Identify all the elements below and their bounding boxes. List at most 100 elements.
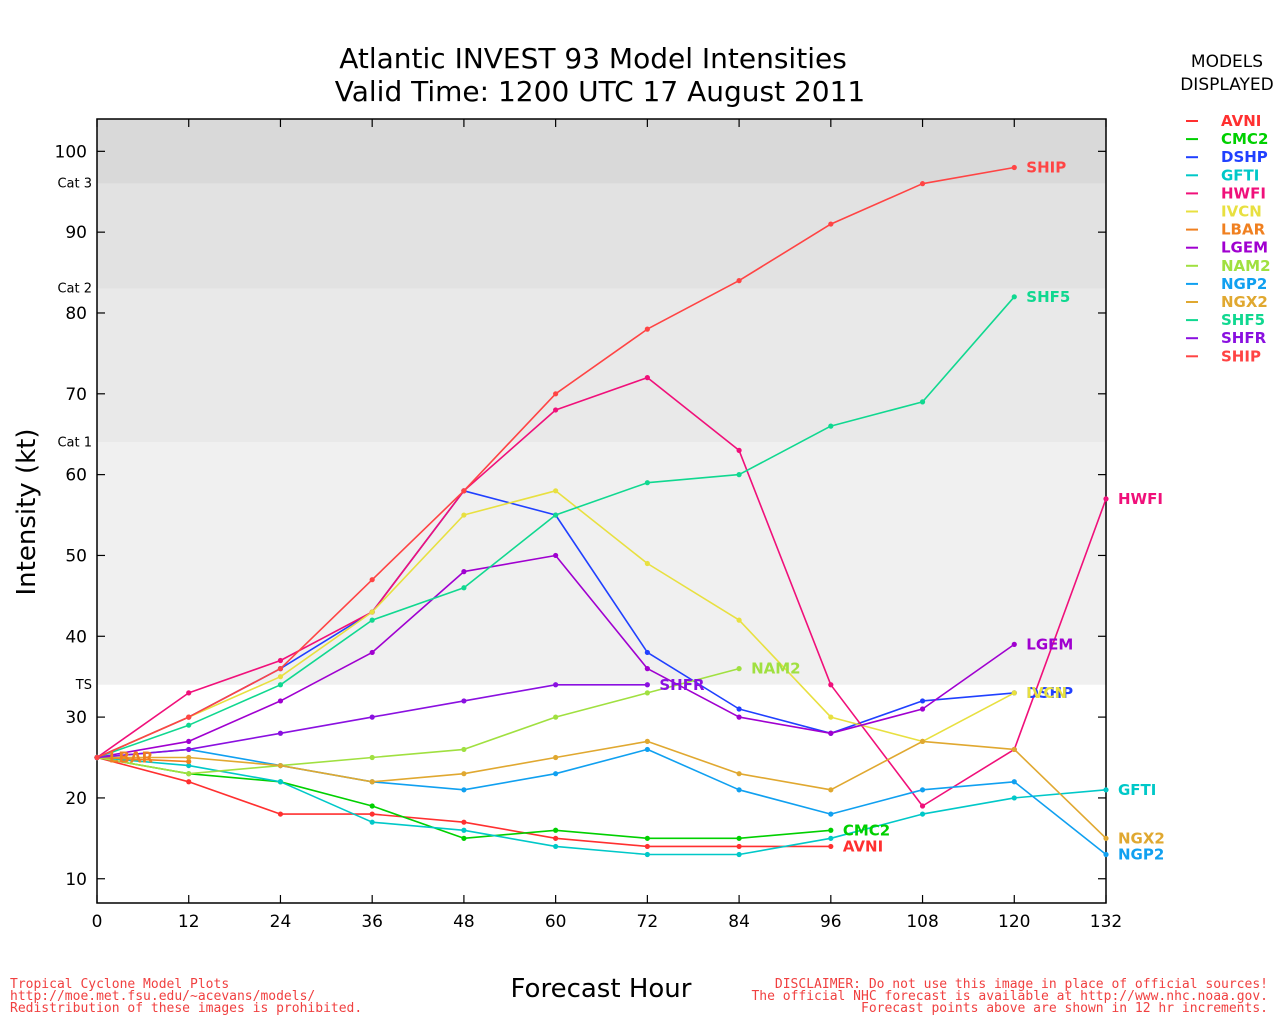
series-point-ivcn [277,674,284,680]
series-end-label-lgem: LGEM [1026,635,1073,653]
series-point-hwfi [919,803,926,809]
series-line-ngx2 [97,740,1107,839]
band-cat-1 [97,288,1106,443]
chart-title-line-1: Atlantic INVEST 93 Model Intensities [339,42,847,75]
series-point-ngx2 [1011,746,1017,753]
series-point-shfr [277,730,284,736]
legend-item-ngp2: NGP2 [1221,275,1267,293]
series-point-ship [919,181,926,187]
series-point-lgem [186,738,192,744]
series-point-ivcn [736,617,742,623]
y-tick-label: 40 [65,627,87,647]
series-point-shf5 [644,480,650,486]
series-gfti [94,754,1109,858]
band-label-cat-2: Cat 2 [57,282,92,297]
x-tick-label: 60 [545,912,567,932]
series-point-shf5 [736,472,742,478]
x-tick-label: 0 [92,912,103,932]
y-tick-label: 20 [65,789,87,809]
series-point-ship [94,754,100,761]
series-point-ngp2 [919,787,926,793]
footer-right-line-1: DISCLAIMER: Do not use this image in pla… [775,977,1268,992]
series-point-ngp2 [553,771,559,777]
series-point-ngx2 [369,779,375,785]
series-point-lgem [1011,641,1017,647]
series-point-avni [828,843,834,850]
series-point-cmc2 [461,835,467,841]
series-point-ngx2 [644,738,650,744]
series-point-avni [644,843,650,850]
series-point-lbar [186,758,192,765]
series-point-hwfi [736,447,742,453]
series-point-avni [461,819,467,825]
series-point-ngx2 [186,754,192,761]
series-point-cmc2 [736,835,742,841]
series-line-gfti [96,756,1107,856]
series-point-ngx2 [553,754,559,761]
series-point-shf5 [1011,294,1017,300]
series-point-nam2 [461,746,467,753]
series-point-ship [644,326,650,332]
y-axis-title: Intensity (kt) [12,429,42,596]
y-tick-label: 50 [65,546,87,566]
series-point-gfti [369,819,375,825]
category-band-labels: TS Cat 1 Cat 2 Cat 3 [57,177,92,693]
series-avni [94,754,834,850]
series-point-lgem [461,569,467,575]
series-point-ngx2 [919,738,926,744]
series-point-nam2 [736,666,742,672]
y-tick-label: 80 [65,304,87,324]
x-tick-label: 36 [361,912,383,932]
series-shfr [94,682,650,761]
legend-item-lbar: LBAR [1221,221,1266,239]
series-point-shfr [553,682,559,688]
series-point-shf5 [277,682,284,688]
series-point-shf5 [553,512,559,518]
series-point-cmc2 [369,803,375,809]
y-tick-label: 100 [55,142,87,162]
legend-item-shf5: SHF5 [1221,311,1265,329]
x-tick-label: 48 [453,912,475,932]
series-point-nam2 [369,754,375,761]
series-point-gfti [644,851,650,858]
x-tick-label: 24 [270,912,292,932]
series-point-lgem [644,666,650,672]
series-point-ship [461,488,467,494]
series-point-lgem [919,706,926,712]
series-point-gfti [828,835,834,841]
x-tick-label: 120 [998,912,1030,932]
series-point-shf5 [186,722,192,728]
series-point-hwfi [186,690,192,696]
series-end-label-lbar: LBAR [109,749,154,767]
series-point-ngp2 [1011,779,1017,785]
series-end-label-dshp: DSHP [1026,684,1073,702]
series-point-ship [1011,164,1017,171]
series-point-avni [277,811,284,817]
series-end-label-ngp2: NGP2 [1118,846,1164,864]
series-point-gfti [919,811,926,817]
legend-item-dshp: DSHP [1221,148,1268,166]
series-point-gfti [1103,787,1109,793]
series-line-ngp2 [96,748,1107,856]
series-point-ngx2 [828,787,834,793]
series-end-label-ngx2: NGX2 [1118,829,1165,847]
footer-right-line-2: The official NHC forecast is available a… [751,989,1268,1004]
series-end-label-avni: AVNI [843,837,883,855]
series-point-shfr [369,714,375,720]
series-point-ngx2 [1103,835,1109,841]
series-point-hwfi [828,682,834,688]
series-ngp2 [94,746,1109,858]
series-point-nam2 [644,690,650,696]
series-point-nam2 [186,771,192,777]
legend-item-nam2: NAM2 [1221,257,1271,275]
series-point-shfr [461,698,467,704]
legend: AVNICMC2DSHPGFTIHWFIIVCNLBARLGEMNAM2NGP2… [1186,112,1271,365]
series-point-ivcn [1011,690,1017,696]
series-point-ship [736,278,742,284]
series-point-cmc2 [553,827,559,833]
legend-title-line-1: MODELS [1191,52,1263,72]
series-point-ivcn [644,560,650,567]
band-ts [97,442,1106,685]
